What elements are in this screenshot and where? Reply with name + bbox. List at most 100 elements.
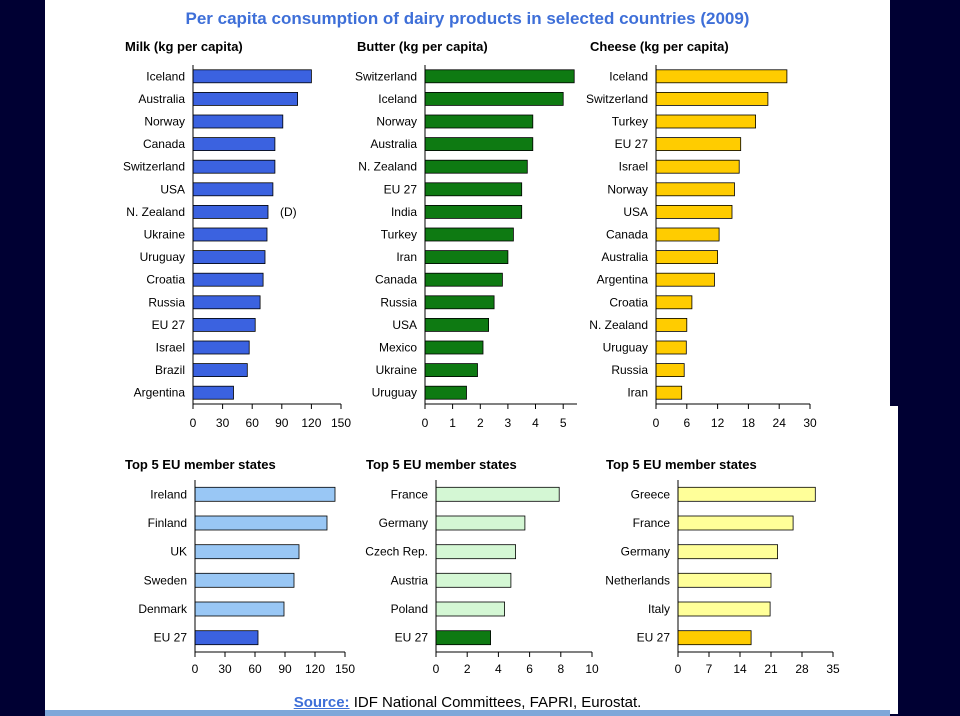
chart-0-title: Milk (kg per capita)	[125, 39, 243, 54]
chart-3-category-label: Finland	[148, 516, 187, 530]
chart-3-bar	[194, 601, 285, 617]
chart-2-tick-label: 0	[653, 416, 660, 430]
chart-1-tick-label: 5	[560, 416, 567, 430]
chart-0-category-label: Croatia	[146, 273, 185, 287]
chart-4-tick-label: 10	[585, 662, 599, 676]
chart-2-tick-label: 24	[773, 416, 787, 430]
chart-2-category-label: Norway	[607, 182, 648, 196]
chart-1-category-label: Switzerland	[355, 69, 417, 83]
chart-1-tick-label: 3	[505, 416, 512, 430]
chart-4-category-label: EU 27	[395, 631, 429, 645]
chart-5-bar	[677, 572, 772, 588]
right-frame-bar	[890, 0, 960, 716]
chart-3-bar	[194, 544, 300, 560]
chart-0-category-label: EU 27	[152, 318, 186, 332]
chart-3-bar	[194, 630, 259, 646]
source-note: Source: IDF National Committees, FAPRI, …	[45, 694, 890, 711]
chart-4-tick-label: 2	[464, 662, 471, 676]
chart-2-category-label: Iceland	[609, 69, 648, 83]
chart-0-bar	[192, 385, 234, 400]
chart-3-tick-label: 30	[218, 662, 232, 676]
chart-3-bar	[194, 572, 295, 588]
chart-0-category-label: Norway	[144, 115, 185, 129]
chart-4-category-label: France	[391, 487, 429, 501]
chart-5-category-label: Greece	[631, 487, 671, 501]
chart-0-bar	[192, 227, 268, 242]
chart-2-bar	[655, 92, 769, 106]
chart-0-bar	[192, 137, 276, 152]
chart-1-bar	[424, 69, 575, 84]
chart-2-bar	[655, 114, 756, 129]
chart-2-category-label: Canada	[606, 228, 648, 242]
chart-1-bar	[424, 295, 495, 310]
chart-4-category-label: Poland	[391, 602, 428, 616]
chart-0-bar	[192, 250, 266, 265]
chart-3-tick-label: 0	[192, 662, 199, 676]
chart-2-category-label: Australia	[601, 250, 648, 264]
chart-0-bar	[192, 340, 250, 355]
chart-0-bar	[192, 317, 256, 332]
right-frame-gap	[890, 406, 898, 714]
chart-2-category-label: Croatia	[609, 295, 648, 309]
chart-0-bar	[192, 182, 274, 197]
chart-2-bar	[655, 295, 693, 310]
left-frame-bar	[0, 0, 45, 716]
chart-4-tick-label: 6	[526, 662, 533, 676]
chart-2-category-label: N. Zealand	[589, 318, 648, 332]
chart-2-bar	[655, 317, 688, 332]
chart-1-bar	[424, 250, 509, 265]
chart-0-bar	[192, 114, 284, 129]
chart-4-bar	[435, 544, 516, 560]
chart-1-tick-label: 0	[422, 416, 429, 430]
chart-3-category-label: Denmark	[138, 602, 188, 616]
chart-3-category-label: Sweden	[144, 573, 187, 587]
chart-3-category-label: Ireland	[150, 487, 187, 501]
chart-1-category-label: Ukraine	[376, 363, 418, 377]
chart-5-tick-label: 14	[733, 662, 747, 676]
chart-2-bar	[655, 204, 733, 219]
chart-0-category-label: Switzerland	[123, 160, 185, 174]
chart-1-bar	[424, 385, 467, 400]
chart-2-category-label: Argentina	[597, 273, 649, 287]
chart-3-title: Top 5 EU member states	[125, 457, 276, 472]
chart-4-bar	[435, 601, 505, 617]
chart-4-bar	[435, 572, 512, 588]
chart-2-tick-label: 30	[803, 416, 817, 430]
chart-3-category-label: EU 27	[154, 631, 188, 645]
chart-0-category-label: Uruguay	[140, 250, 185, 264]
chart-1-category-label: Turkey	[381, 228, 417, 242]
chart-0-category-label: Canada	[143, 137, 185, 151]
chart-1-bar	[424, 317, 489, 332]
chart-5-tick-label: 21	[764, 662, 778, 676]
chart-0-bar	[192, 204, 269, 219]
chart-4-category-label: Austria	[391, 573, 429, 587]
chart-5-title: Top 5 EU member states	[606, 457, 757, 472]
chart-2-category-label: EU 27	[615, 137, 649, 151]
chart-2-bar	[655, 250, 718, 265]
chart-0-category-label: USA	[160, 182, 185, 196]
chart-1-bar	[424, 363, 478, 378]
chart-5-category-label: France	[633, 516, 671, 530]
chart-3-tick-label: 60	[248, 662, 262, 676]
chart-2-tick-label: 6	[683, 416, 690, 430]
chart-1-title: Butter (kg per capita)	[357, 39, 488, 54]
chart-2-tick-label: 18	[742, 416, 756, 430]
source-label: Source:	[293, 694, 350, 711]
chart-2-bar	[655, 363, 685, 378]
chart-5-tick-label: 35	[826, 662, 840, 676]
chart-5-category-label: Italy	[648, 602, 670, 616]
chart-0-tick-label: 90	[275, 416, 289, 430]
chart-2-category-label: USA	[623, 205, 648, 219]
chart-5-tick-label: 28	[795, 662, 809, 676]
chart-1-category-label: Australia	[370, 137, 417, 151]
chart-4-tick-label: 4	[495, 662, 502, 676]
chart-1-category-label: Norway	[376, 115, 417, 129]
chart-2-category-label: Russia	[611, 363, 648, 377]
chart-2-bar	[655, 385, 683, 400]
chart-0-bar	[192, 363, 248, 378]
chart-0-tick-label: 30	[216, 416, 230, 430]
chart-1-tick-label: 2	[477, 416, 484, 430]
chart-3-category-label: UK	[170, 545, 187, 559]
chart-0-tick-label: 150	[331, 416, 351, 430]
